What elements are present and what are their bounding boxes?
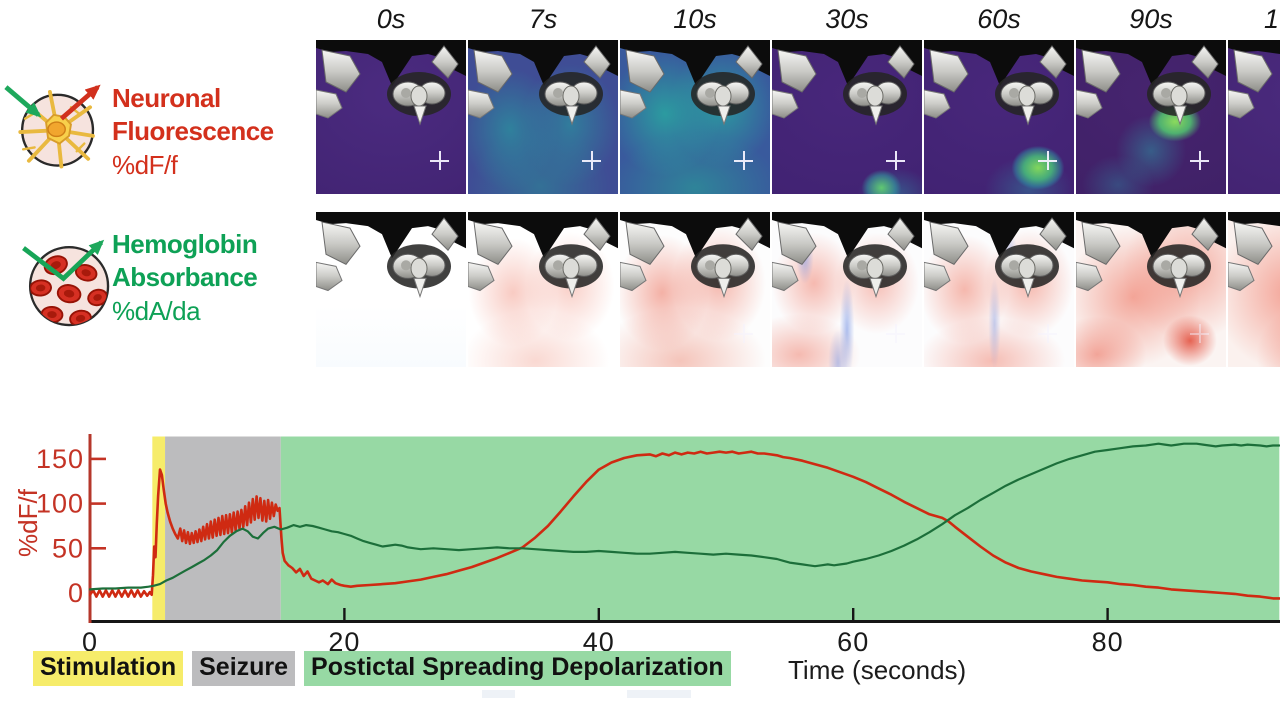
region-label-seizure: Seizure [192,651,296,686]
hemoglobin-absorbance-label: Hemoglobin Absorbance %dA/da [112,228,258,328]
roi-cross-marker [430,150,449,170]
row1-title-line2: Fluorescence [112,116,274,146]
region-label-postictal: Postictal Spreading Depolarization [304,651,731,686]
roi-cross-marker [734,150,753,170]
hemoglobin-frame-90s [1076,212,1226,367]
row2-metric: %dA/da [112,296,201,326]
chart-region-stimulation [152,436,166,622]
frame-time-label: 30s [825,4,869,34]
emission-arrow-red [59,84,101,121]
roi-cross-marker [1190,323,1209,343]
x-tick-label: 60 [837,627,869,657]
region-label-stimulation: Stimulation [33,651,184,686]
y-axis-title: %dF/f [13,489,43,557]
fluorescence-frame-0s [316,40,466,194]
hemoglobin-frame-30s [772,212,922,367]
headpost-hardware [620,212,770,367]
hemoglobin-frame-clipped [1228,212,1280,367]
x-tick-label: 80 [1092,627,1124,657]
fluorescence-frame-30s [772,40,922,194]
frame-time-label: 60s [977,4,1021,34]
frame-time-label: 10s [673,4,717,34]
neuron-nucleus [47,121,66,138]
headpost-hardware [316,40,466,194]
roi-cross-marker [1038,323,1057,343]
hemoglobin-frame-0s [316,212,466,367]
series-line-0 [88,450,1280,600]
frame-time-label: 90s [1129,4,1173,34]
y-tick-label: 50 [52,533,84,563]
hemoglobin-frame-10s [620,212,770,367]
frame-column-1: 7s [468,0,618,370]
headpost-hardware [772,212,922,367]
series-line-1 [88,442,1280,591]
frame-column-3: 30s [772,0,922,370]
red-blood-cells-icon [22,239,110,327]
x-axis-title: Time (seconds) [788,655,967,685]
headpost-hardware [620,40,770,194]
headpost-hardware [1228,212,1280,367]
headpost-hardware [924,40,1074,194]
chart-region-postictal [280,436,1280,622]
headpost-hardware [1076,212,1226,367]
row1-metric: %dF/f [112,150,178,180]
headpost-hardware [1076,40,1226,194]
roi-cross-marker [1190,150,1209,170]
row1-title-line1: Neuronal [112,83,221,113]
headpost-hardware [468,212,618,367]
roi-cross-marker [1038,150,1057,170]
frame-column-2: 10s [620,0,770,370]
roi-cross-marker [886,323,905,343]
hemoglobin-frame-60s [924,212,1074,367]
frame-column-5: 90s [1076,0,1226,370]
frame-column-0: 0s [316,0,466,370]
headpost-hardware [772,40,922,194]
roi-cross-marker [886,150,905,170]
fluorescence-frame-90s [1076,40,1226,194]
row2-title-line1: Hemoglobin [112,229,258,259]
row2-title-line2: Absorbance [112,262,258,292]
y-tick-label: 100 [36,489,84,519]
fluorescence-frame-7s [468,40,618,194]
region-legend: Stimulation Seizure Postictal Spreading De… [33,651,740,686]
neuronal-fluorescence-label: Neuronal Fluorescence %dF/f [112,82,274,182]
headpost-hardware [924,212,1074,367]
frame-time-label: 1 [1264,4,1280,34]
y-tick-label: 150 [36,444,84,474]
frame-time-label: 7s [528,4,558,34]
roi-cross-marker [582,150,601,170]
neuron-icon [4,84,101,169]
reflected-light-arrow-green [22,239,105,282]
fluorescence-frame-60s [924,40,1074,194]
frame-time-label: 0s [376,4,406,34]
y-tick-label: 0 [68,578,84,608]
scrollbar-artifact [482,690,515,698]
frame-column-6: 1 [1228,0,1280,370]
headpost-hardware [316,212,466,367]
frame-column-4: 60s [924,0,1074,370]
hemoglobin-frame-7s [468,212,618,367]
fluorescence-frame-10s [620,40,770,194]
headpost-hardware [1228,40,1280,194]
headpost-hardware [468,40,618,194]
x-tick-label: 0 [82,627,98,657]
roi-cross-marker [734,323,753,343]
scrollbar-artifact [627,690,691,698]
fluorescence-frame-clipped [1228,40,1280,194]
excitation-arrow-green [4,85,42,118]
